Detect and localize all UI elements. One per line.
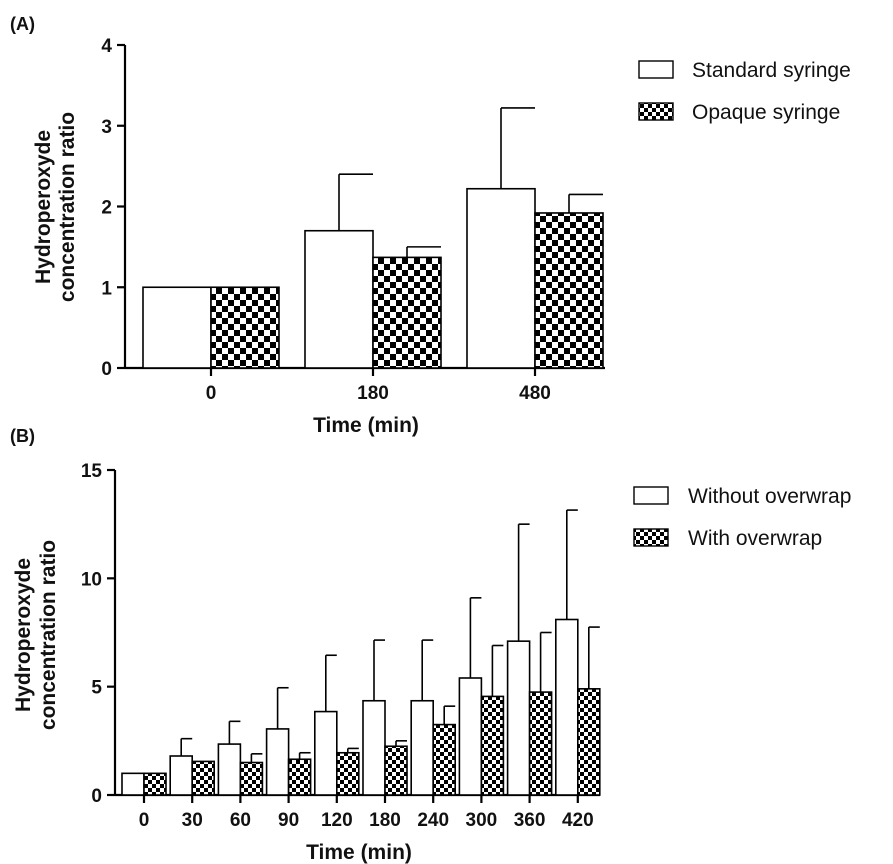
- panel-b-y-tick-label: 10: [81, 569, 102, 590]
- panel-b-x-tick-label: 90: [278, 810, 299, 831]
- panel-b: (B) Hydroperoxyde concentration ratio 0 5…: [10, 426, 851, 864]
- bar-with-overwrap-300: [480, 695, 505, 796]
- bar-standard-syringe-0: [142, 286, 212, 369]
- legend-swatch-opaque-syringe: [638, 102, 674, 121]
- panel-b-x-tick-label: 420: [562, 810, 594, 831]
- legend-swatch-with-overwrap: [633, 528, 669, 547]
- panel-b-x-tick-label: 120: [321, 810, 353, 831]
- bar-with-overwrap-90: [287, 758, 312, 796]
- bar-with-overwrap-30: [191, 760, 215, 796]
- legend-label-standard-syringe: Standard syringe: [692, 59, 851, 82]
- panel-a-xlabel: Time (min): [313, 414, 419, 437]
- panel-b-x-tick-label: 30: [182, 810, 203, 831]
- bar-standard-syringe-180: [304, 229, 374, 369]
- panel-b-legend: Without overwrap With overwrap: [633, 485, 851, 550]
- panel-a-x-tick-label: 180: [357, 383, 389, 404]
- legend-swatch-without-overwrap: [633, 486, 669, 505]
- panel-b-y-tick-label: 5: [91, 678, 102, 699]
- bar-with-overwrap-180: [384, 745, 408, 796]
- panel-a-label: (A): [10, 14, 35, 34]
- bar-without-overwrap-0: [121, 772, 145, 796]
- bar-opaque-syringe-480: [534, 212, 604, 369]
- panel-b-xlabel: Time (min): [306, 841, 412, 864]
- panel-b-x-tick-label: 360: [514, 810, 546, 831]
- panel-a-legend: Standard syringe Opaque syringe: [638, 59, 851, 124]
- bar-without-overwrap-30: [169, 755, 193, 796]
- bar-opaque-syringe-0: [210, 286, 280, 369]
- bar-without-overwrap-90: [265, 728, 290, 796]
- panel-a-ylabel-line2: concentration ratio: [56, 112, 79, 302]
- legend-label-without-overwrap: Without overwrap: [688, 485, 851, 508]
- panel-a-x-tick-label: 0: [206, 383, 217, 404]
- bar-without-overwrap-180: [362, 699, 386, 796]
- panel-a: (A) Hydroperoxyde concentration ratio 0 1…: [10, 14, 851, 437]
- panel-b-x-tick-label: 180: [369, 810, 401, 831]
- panel-a-ylabel-line1: Hydroperoxyde: [32, 130, 55, 284]
- panel-b-ylabel-line1: Hydroperoxyde: [12, 558, 35, 712]
- bar-with-overwrap-120: [335, 751, 360, 796]
- panel-b-label: (B): [10, 426, 35, 446]
- bar-with-overwrap-60: [239, 761, 264, 796]
- bar-without-overwrap-360: [506, 640, 531, 796]
- panel-b-ylabel-line2: concentration ratio: [37, 540, 60, 730]
- panel-b-x-tick-label: 0: [139, 810, 150, 831]
- panel-b-bars: [121, 509, 601, 796]
- bar-with-overwrap-0: [143, 772, 167, 796]
- bar-without-overwrap-60: [217, 743, 242, 796]
- panel-b-y-tick-label: 0: [91, 786, 102, 807]
- bar-with-overwrap-420: [576, 688, 601, 796]
- panel-a-x-tick-label: 480: [519, 383, 551, 404]
- panel-a-bars: [142, 107, 604, 369]
- bar-without-overwrap-300: [458, 677, 483, 796]
- bar-without-overwrap-120: [313, 710, 338, 796]
- panel-b-y-tick-label: 15: [81, 461, 103, 482]
- panel-b-x-tick-label: 300: [466, 810, 498, 831]
- panel-a-y-tick-label: 3: [101, 117, 112, 138]
- bar-without-overwrap-240: [410, 699, 435, 796]
- panel-b-x-tick-label: 60: [230, 810, 251, 831]
- panel-a-y-tick-label: 4: [101, 36, 112, 57]
- panel-a-y-tick-label: 2: [101, 198, 112, 219]
- legend-swatch-standard-syringe: [638, 60, 674, 79]
- panel-b-x-tick-label: 240: [417, 810, 449, 831]
- bar-opaque-syringe-180: [372, 256, 442, 369]
- panel-a-y-tick-label: 0: [101, 359, 112, 380]
- legend-label-with-overwrap: With overwrap: [688, 527, 822, 550]
- legend-label-opaque-syringe: Opaque syringe: [692, 101, 840, 124]
- bar-without-overwrap-420: [554, 618, 579, 796]
- bar-with-overwrap-360: [528, 691, 553, 796]
- bar-with-overwrap-240: [432, 723, 457, 796]
- bar-standard-syringe-480: [466, 187, 536, 369]
- panel-a-y-tick-label: 1: [101, 278, 112, 299]
